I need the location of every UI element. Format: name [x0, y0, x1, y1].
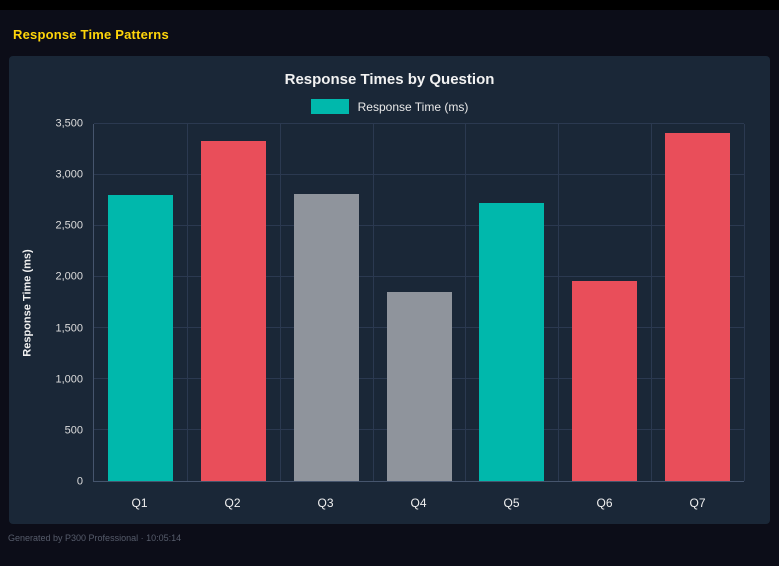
y-tick-label: 3,500 [55, 117, 83, 130]
bar-cell-q2 [187, 124, 280, 481]
h-gridline [94, 225, 744, 226]
bar-cell-q6 [558, 124, 651, 481]
v-gridline [651, 124, 653, 481]
chart-legend[interactable]: Response Time (ms) [9, 99, 770, 114]
footer-text: Generated by P300 Professional · 10:05:1… [8, 533, 182, 543]
v-gridline [279, 124, 281, 481]
v-gridline [186, 124, 188, 481]
bar-cell-q7 [651, 124, 744, 481]
y-tick-label: 0 [76, 475, 83, 488]
x-tick-label-q2: Q2 [224, 496, 241, 510]
chart-grid: Response Time (ms) 0 500 1,000 1,500 2,000 2,… [15, 118, 745, 516]
y-tick-label: 1,000 [55, 373, 83, 386]
plot-area [93, 123, 745, 482]
v-gridline [372, 124, 374, 481]
x-tick-label-q3: Q3 [317, 496, 334, 510]
h-gridline [94, 276, 744, 277]
y-tick-label: 2,500 [55, 219, 83, 232]
x-tick-label-q6: Q6 [596, 496, 613, 510]
chart-title: Response Times by Question [284, 71, 495, 88]
y-tick-label: 500 [64, 424, 83, 437]
legend-label: Response Time (ms) [357, 99, 469, 114]
x-tick-label-q1: Q1 [131, 496, 148, 510]
h-gridline [94, 123, 744, 124]
bar-cell-q5 [465, 124, 558, 481]
bar-cell-q4 [373, 124, 466, 481]
bar-q1 [107, 195, 173, 481]
bars-layer [94, 124, 744, 481]
page-title: Response Time Patterns [13, 27, 169, 42]
x-axis-labels: Q1 Q2 Q3 Q4 Q5 Q6 Q7 [93, 482, 744, 516]
top-strip [0, 0, 779, 10]
chart-panel: Response Times by Question Response Time… [9, 56, 770, 524]
y-axis-label-wrap: Response Time (ms) [15, 124, 41, 482]
bar-q5 [479, 202, 545, 481]
v-gridline [558, 124, 560, 481]
x-tick-label-q5: Q5 [503, 496, 520, 510]
x-tick-label-q7: Q7 [689, 496, 706, 510]
bar-q7 [665, 133, 731, 481]
y-tick-label: 2,000 [55, 270, 83, 283]
v-gridline [465, 124, 467, 481]
y-tick-label: 3,000 [55, 168, 83, 181]
bar-cell-q1 [94, 124, 187, 481]
bar-q4 [386, 292, 452, 481]
bar-q3 [293, 194, 359, 481]
y-axis-ticks: 0 500 1,000 1,500 2,000 2,500 3,000 3,500 [41, 118, 93, 487]
bar-q6 [572, 281, 638, 481]
v-gridline [744, 124, 745, 481]
y-axis-label: Response Time (ms) [22, 249, 35, 357]
legend-swatch [310, 99, 349, 114]
y-tick-label: 1,500 [55, 322, 83, 335]
bar-cell-q3 [280, 124, 373, 481]
h-gridline [94, 174, 744, 175]
bar-q2 [200, 141, 266, 481]
x-tick-label-q4: Q4 [410, 496, 427, 510]
